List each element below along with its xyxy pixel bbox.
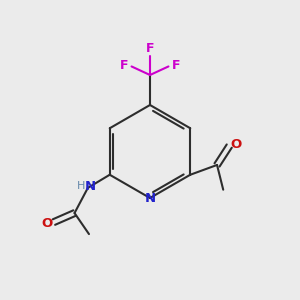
Text: O: O xyxy=(41,217,52,230)
Text: F: F xyxy=(171,59,180,72)
Text: H: H xyxy=(77,182,86,191)
Text: O: O xyxy=(230,138,242,151)
Text: F: F xyxy=(120,59,129,72)
Text: F: F xyxy=(146,42,154,55)
Text: N: N xyxy=(144,191,156,205)
Text: N: N xyxy=(85,181,96,194)
